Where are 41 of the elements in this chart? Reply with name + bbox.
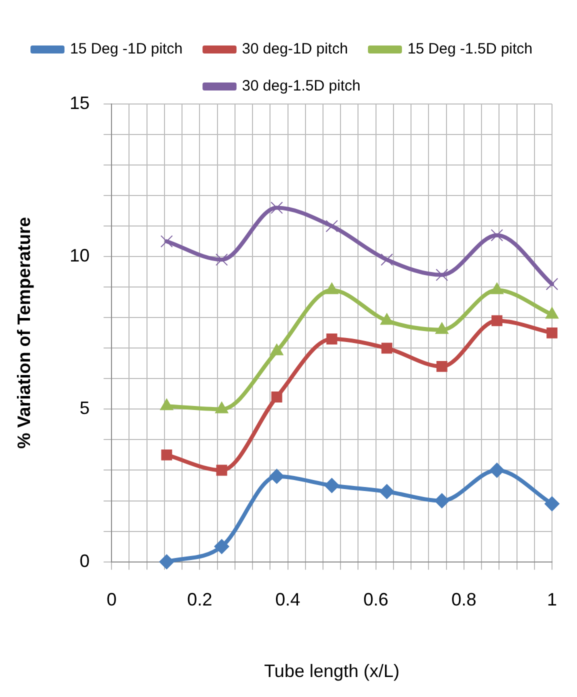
point: [490, 229, 504, 242]
legend-label: 15 Deg -1D pitch: [70, 40, 183, 58]
y-tick-label: 10: [70, 246, 90, 266]
point: [214, 539, 230, 554]
point: [489, 462, 504, 478]
x-axis-title: Tube length (x/L): [264, 661, 400, 682]
x-tick-label: 0.4: [275, 590, 300, 610]
point: [159, 554, 174, 570]
legend-label: 30 deg-1D pitch: [242, 40, 348, 58]
point: [160, 235, 173, 248]
x-tick-label: 0.2: [187, 590, 212, 610]
y-axis-title: % Variation of Temperature: [14, 217, 34, 449]
point: [271, 392, 282, 402]
x-tick-label: 1: [546, 590, 557, 610]
point: [326, 220, 338, 232]
point: [380, 253, 394, 266]
point: [544, 496, 560, 512]
point: [216, 464, 228, 476]
point: [492, 315, 502, 326]
point: [434, 493, 450, 508]
point: [545, 307, 559, 319]
point: [436, 361, 448, 372]
legend-label: 15 Deg -1.5D pitch: [407, 40, 533, 58]
point: [161, 450, 172, 460]
point: [324, 478, 340, 493]
legend-label: 30 deg-1.5D pitch: [242, 78, 360, 95]
point: [436, 268, 448, 282]
point: [269, 468, 284, 484]
x-tick-label: 0.8: [451, 590, 476, 610]
y-tick-label: 15: [70, 92, 90, 113]
point: [381, 342, 392, 354]
point: [379, 484, 394, 500]
point: [326, 334, 338, 344]
x-tick-label: 0: [106, 590, 117, 610]
y-tick-label: 0: [80, 550, 90, 571]
point: [270, 202, 283, 214]
point: [216, 253, 228, 266]
x-tick-label: 0.6: [363, 590, 388, 610]
y-tick-label: 5: [80, 398, 90, 418]
point: [546, 278, 558, 290]
point: [546, 327, 558, 338]
